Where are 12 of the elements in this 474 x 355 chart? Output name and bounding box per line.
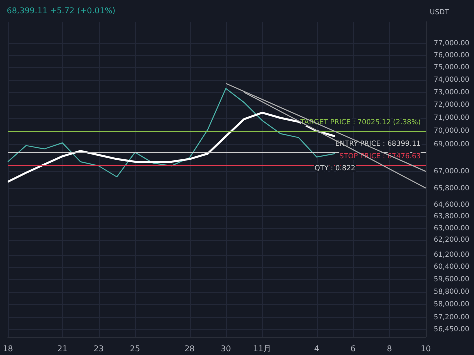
chart-title: 68,399.11 +5.72 (+0.01%) xyxy=(7,6,116,16)
x-tick-label: 10 xyxy=(420,344,432,354)
x-tick-label: 8 xyxy=(387,344,392,354)
x-tick-label: 30 xyxy=(221,344,232,354)
x-tick-label: 6 xyxy=(350,344,356,354)
x-tick-label: 11月 xyxy=(253,344,272,354)
x-tick-label: 18 xyxy=(2,344,14,354)
x-tick-label: 4 xyxy=(314,344,320,354)
x-tick-label: 21 xyxy=(58,344,68,354)
x-tick-label: 25 xyxy=(130,344,140,354)
x-tick-label: 23 xyxy=(94,344,104,354)
x-tick-label: 28 xyxy=(184,344,195,354)
